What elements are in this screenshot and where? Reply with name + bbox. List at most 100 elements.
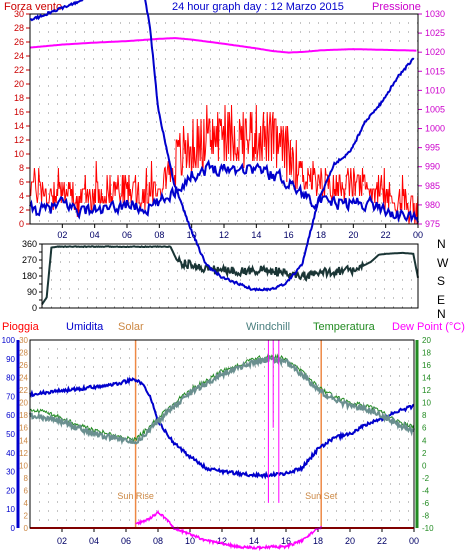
x-tick-label: 08 [154,230,164,240]
temperature-tick-label: -2 [422,474,430,483]
humidity-tick-label: 60 [6,411,15,420]
solar-tick-label: 24 [19,374,28,383]
x-tick-label: 02 [57,230,67,240]
right-tick-label: 1020 [425,47,445,57]
right-tick-label: 985 [425,181,440,191]
compass-label-n: N [437,237,446,251]
temperature-tick-label: 14 [422,374,431,383]
solar-label: Solar [118,321,144,333]
plot-frame [41,243,419,309]
right-tick-label: 1010 [425,85,445,95]
right-tick-label: 995 [425,143,440,153]
solar-tick-label: 0 [24,524,29,533]
humidity-tick-label: 20 [6,486,15,495]
series-pressure-line [29,37,417,54]
left-tick-label: 6 [19,177,24,187]
temperature-tick-label: 2 [422,449,427,458]
left-tick-label: 18 [14,93,24,103]
left-tick-label: 2 [19,205,24,215]
temperature-tick-label: 16 [422,361,431,370]
temperature-tick-label: 6 [422,424,427,433]
direction-tick-label: 360 [22,239,37,249]
rain-label: Pioggia [2,321,40,333]
x-tick-label: 20 [348,230,358,240]
direction-tick-label: 90 [27,287,37,297]
compass-label-e: E [437,293,445,307]
chart-title: 24 hour graph day : 12 Marzo 2015 [172,1,344,13]
right-tick-label: 1005 [425,104,445,114]
series-direction-line [41,245,419,305]
solar-tick-label: 30 [19,336,28,345]
solar-tick-label: 10 [19,461,28,470]
x-tick-label: 14 [249,536,259,546]
windchill-label: Windchill [246,321,290,333]
x-tick-label: 16 [281,536,291,546]
left-tick-label: 0 [19,219,24,229]
solar-tick-label: 12 [19,449,28,458]
compass-label-s: S [437,274,445,288]
temperature-tick-label: 20 [422,336,431,345]
right-tick-label: 975 [425,219,440,229]
left-tick-label: 10 [14,149,24,159]
series-temperature-line [29,0,415,292]
direction-tick-label: 0 [32,303,37,313]
x-tick-label: 00 [409,536,419,546]
temperature-tick-label: 4 [422,436,427,445]
humidity-tick-label: 100 [2,336,16,345]
solar-tick-label: 20 [19,399,28,408]
right-tick-label: 990 [425,162,440,172]
left-tick-label: 22 [14,65,24,75]
series-humidity-line [29,376,415,480]
x-tick-label: 00 [413,230,423,240]
direction-tick-label: 180 [22,271,37,281]
sunrise-annotation: Sun Rise [117,491,154,501]
temperature-tick-label: -4 [422,486,430,495]
x-tick-label: 22 [377,536,387,546]
right-tick-label: 1000 [425,124,445,134]
left-tick-label: 28 [14,23,24,33]
x-tick-label: 10 [185,536,195,546]
plot-frame [29,339,415,529]
series-speed-line [29,159,419,224]
temperature-label: Temperatura [313,321,376,333]
x-tick-label: 18 [316,230,326,240]
temperature-tick-label: -8 [422,511,430,520]
left-tick-label: 26 [14,37,24,47]
right-tick-label: 1015 [425,66,445,76]
solar-tick-label: 16 [19,424,28,433]
temperature-tick-label: -10 [422,524,434,533]
x-tick-label: 16 [284,230,294,240]
humidity-tick-label: 50 [6,430,15,439]
pressure-label: Pressione [372,1,421,13]
left-tick-label: 12 [14,135,24,145]
x-tick-label: 14 [251,230,261,240]
left-tick-label: 14 [14,121,24,131]
x-tick-label: 06 [122,230,132,240]
series-gust-line [29,104,419,225]
sunset-annotation: Sun Set [305,491,338,501]
temperature-tick-label: 0 [422,461,427,470]
solar-tick-label: 22 [19,386,28,395]
compass-label-w: W [437,256,449,270]
right-tick-label: 1025 [425,28,445,38]
x-tick-label: 12 [219,230,229,240]
temperature-tick-label: -6 [422,499,430,508]
right-tick-label: 1030 [425,9,445,19]
x-tick-label: 12 [217,536,227,546]
direction-tick-label: 270 [22,255,37,265]
solar-tick-label: 18 [19,411,28,420]
solar-tick-label: 14 [19,436,28,445]
solar-tick-label: 28 [19,349,28,358]
x-tick-label: 04 [89,536,99,546]
right-tick-label: 980 [425,200,440,210]
humidity-tick-label: 90 [6,355,15,364]
left-tick-label: 8 [19,163,24,173]
x-tick-label: 08 [153,536,163,546]
left-tick-label: 16 [14,107,24,117]
solar-tick-label: 6 [24,486,29,495]
compass-label-n: N [437,307,446,321]
solar-tick-label: 2 [24,511,29,520]
x-tick-label: 18 [313,536,323,546]
